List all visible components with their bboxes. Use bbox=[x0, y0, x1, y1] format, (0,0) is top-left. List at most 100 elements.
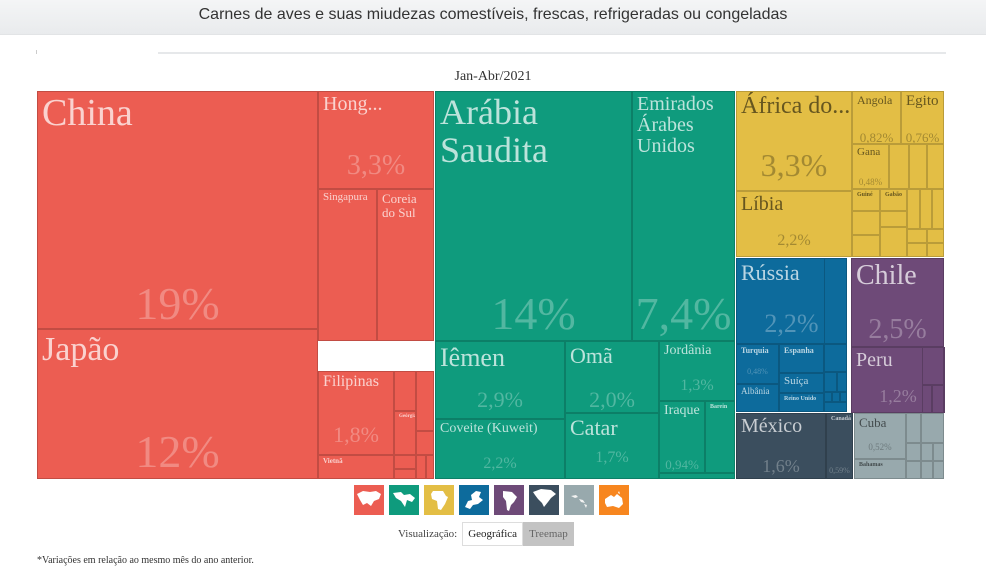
treemap-cell-minor[interactable] bbox=[906, 443, 921, 461]
cell-value: 0,52% bbox=[868, 442, 892, 452]
treemap-button[interactable]: Treemap bbox=[523, 522, 574, 546]
treemap-cell-japao[interactable]: Japão 12% bbox=[37, 329, 318, 479]
treemap-cell-china[interactable]: China 19% bbox=[37, 91, 318, 329]
cell-value: 1,8% bbox=[333, 422, 379, 447]
cell-label: Suíça bbox=[784, 375, 809, 387]
treemap-cell-minor[interactable] bbox=[909, 144, 927, 189]
cell-value: 2,2% bbox=[764, 309, 819, 338]
oceania-map-icon[interactable] bbox=[599, 485, 629, 515]
treemap-cell-chile[interactable]: Chile 2,5% bbox=[851, 258, 944, 347]
cell-label: Rússia bbox=[741, 260, 800, 285]
treemap-cell-minor[interactable] bbox=[824, 372, 837, 392]
treemap-cell-minor[interactable] bbox=[852, 235, 880, 257]
treemap-cell-gabao[interactable]: Gabão bbox=[880, 189, 907, 211]
asia-map-icon[interactable] bbox=[354, 485, 384, 515]
treemap-cell-africa-do[interactable]: África do... 3,3% bbox=[736, 91, 852, 191]
treemap-cell-minor[interactable] bbox=[880, 211, 907, 227]
treemap-cell-minor[interactable] bbox=[906, 413, 921, 443]
treemap-cell-minor[interactable] bbox=[394, 455, 416, 469]
treemap-cell-oma[interactable]: Omã 2,0% bbox=[565, 341, 659, 413]
treemap-cell-turquia[interactable]: Turquia 0,48% bbox=[736, 344, 779, 384]
cell-value: 2,2% bbox=[483, 455, 517, 472]
treemap-cell-minor[interactable] bbox=[932, 189, 944, 229]
europe-map-icon[interactable] bbox=[459, 485, 489, 515]
treemap-cell-minor[interactable] bbox=[889, 144, 909, 189]
treemap-cell-reino-unido[interactable]: Reino Unido bbox=[779, 393, 824, 412]
treemap-cell-minor[interactable] bbox=[933, 443, 944, 461]
treemap-cell-arabia-saudita[interactable]: Arábia Saudita 14% bbox=[435, 91, 632, 341]
treemap-cell-gana[interactable]: Gana 0,48% bbox=[852, 144, 889, 189]
treemap-cell-minor[interactable] bbox=[832, 392, 840, 402]
treemap-cell-coreia-do-sul[interactable]: Coreia do Sul 2,9% bbox=[377, 189, 434, 341]
treemap-cell-libia[interactable]: Líbia 2,2% bbox=[736, 191, 852, 257]
treemap-cell-minor[interactable] bbox=[840, 392, 847, 402]
cell-value: 19% bbox=[135, 278, 220, 329]
treemap-cell-minor[interactable] bbox=[932, 385, 944, 413]
treemap-cell-bahamas[interactable]: Bahamas bbox=[854, 459, 906, 479]
treemap-cell-minor[interactable] bbox=[824, 258, 847, 344]
treemap-cell-minor[interactable] bbox=[852, 211, 880, 235]
cell-label: Japão bbox=[42, 331, 120, 368]
treemap-cell-minor[interactable] bbox=[922, 385, 932, 413]
treemap-cell-guine[interactable]: Guiné bbox=[852, 189, 880, 211]
treemap-cell-angola[interactable]: Angola 0,82% bbox=[852, 91, 901, 144]
treemap-cell-barein[interactable]: Barein bbox=[705, 401, 735, 473]
cell-label: Líbia bbox=[741, 193, 784, 215]
treemap-cell-canada[interactable]: Canadá 0,59% bbox=[826, 413, 853, 479]
treemap-cell-minor[interactable] bbox=[394, 469, 416, 479]
treemap-cell-minor[interactable] bbox=[922, 347, 944, 385]
treemap-cell-minor[interactable] bbox=[837, 372, 847, 392]
treemap-cell-iraque[interactable]: Iraque 0,94% bbox=[659, 401, 705, 473]
treemap-cell-catar[interactable]: Catar 1,7% bbox=[565, 413, 659, 479]
treemap-cell-minor[interactable] bbox=[920, 189, 932, 229]
treemap-cell-vietna[interactable]: Vietnã bbox=[318, 455, 394, 479]
treemap-cell-minor[interactable] bbox=[907, 243, 927, 257]
treemap-cell-minor[interactable] bbox=[824, 392, 832, 402]
africa-map-icon[interactable] bbox=[424, 485, 454, 515]
treemap-cell-minor[interactable] bbox=[921, 413, 944, 443]
treemap-cell-minor[interactable] bbox=[921, 443, 933, 461]
treemap-cell-espanha[interactable]: Espanha bbox=[779, 344, 824, 373]
treemap-cell-minor[interactable] bbox=[907, 189, 920, 229]
cell-label: Geórgia bbox=[399, 414, 416, 419]
treemap-cell-minor[interactable] bbox=[394, 371, 416, 411]
treemap-cell-minor[interactable] bbox=[927, 229, 944, 243]
treemap-cell-mexico[interactable]: México 1,6% bbox=[736, 413, 826, 479]
treemap-cell-minor[interactable] bbox=[927, 144, 944, 189]
geografica-button[interactable]: Geográfica bbox=[462, 522, 524, 546]
treemap-cell-minor[interactable] bbox=[416, 455, 426, 479]
cell-value: 2,2% bbox=[777, 232, 811, 249]
treemap-cell-minor[interactable] bbox=[426, 455, 434, 479]
treemap-cell-hong[interactable]: Hong... 3,3% bbox=[318, 91, 434, 189]
north-america-map-icon[interactable] bbox=[529, 485, 559, 515]
cell-value: 2,5% bbox=[868, 314, 927, 345]
treemap-cell-cuba[interactable]: Cuba 0,52% bbox=[854, 413, 906, 459]
treemap-cell-minor[interactable] bbox=[880, 227, 907, 257]
treemap-cell-minor[interactable] bbox=[927, 243, 944, 257]
treemap-cell-filipinas[interactable]: Filipinas 1,8% bbox=[318, 371, 394, 455]
treemap-cell-suica[interactable]: Suíça bbox=[779, 373, 824, 393]
south-america-map-icon[interactable] bbox=[494, 485, 524, 515]
treemap-cell-minor[interactable] bbox=[921, 461, 933, 479]
treemap-cell-minor[interactable] bbox=[659, 473, 735, 479]
treemap-cell-emirados-arabes-unidos[interactable]: Emirados Árabes Unidos 7,4% bbox=[632, 91, 735, 341]
treemap-cell-jordania[interactable]: Jordânia 1,3% bbox=[659, 341, 735, 401]
treemap-cell-minor[interactable] bbox=[907, 229, 927, 243]
treemap-cell-egito[interactable]: Egito 0,76% bbox=[901, 91, 944, 144]
treemap-cell-iemen[interactable]: Iêmen 2,9% bbox=[435, 341, 565, 419]
cell-value: 1,2% bbox=[879, 386, 917, 406]
caribbean-map-icon[interactable] bbox=[564, 485, 594, 515]
treemap-cell-coveite-kuweit[interactable]: Coveite (Kuweit) 2,2% bbox=[435, 419, 565, 479]
treemap-cell-minor[interactable] bbox=[824, 344, 847, 372]
treemap-cell-minor[interactable] bbox=[416, 431, 434, 455]
treemap-cell-minor[interactable] bbox=[824, 402, 847, 412]
treemap-cell-minor[interactable] bbox=[416, 371, 434, 431]
treemap-cell-minor[interactable] bbox=[933, 461, 944, 479]
cell-value: 1,7% bbox=[595, 449, 629, 466]
treemap-cell-georgia[interactable]: Geórgia bbox=[394, 411, 416, 455]
treemap-cell-albania[interactable]: Albânia bbox=[736, 384, 779, 412]
middle-east-map-icon[interactable] bbox=[389, 485, 419, 515]
treemap-cell-singapura[interactable]: Singapura 3,1% bbox=[318, 189, 377, 341]
treemap-cell-minor[interactable] bbox=[906, 461, 921, 479]
cell-value: 2,0% bbox=[589, 387, 635, 412]
